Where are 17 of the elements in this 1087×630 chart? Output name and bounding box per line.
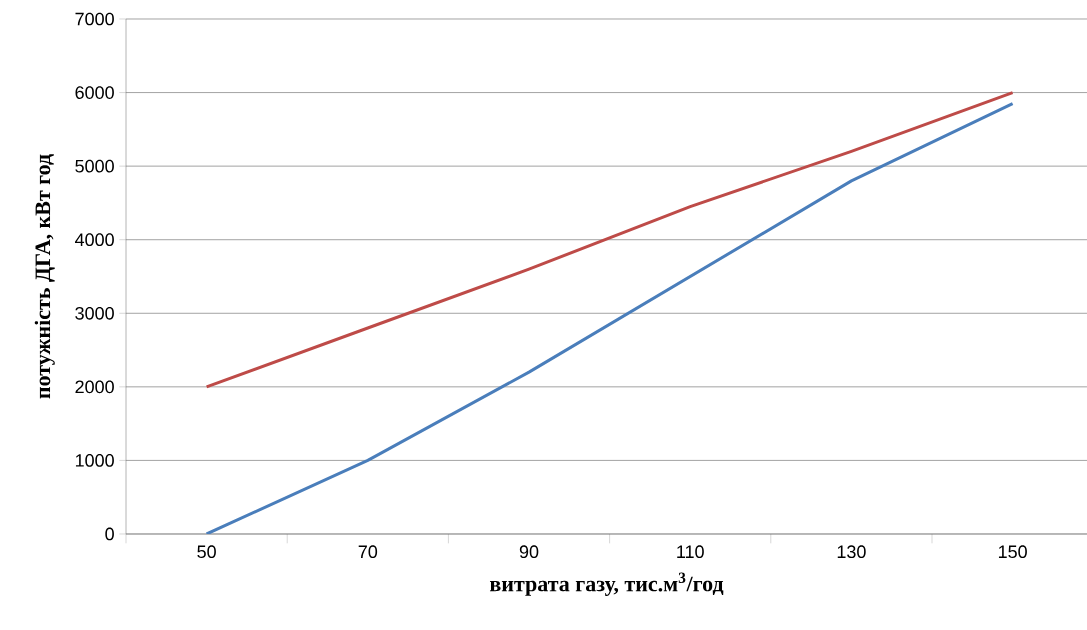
x-tick-label: 130 [837,545,866,559]
x-tick-label: 150 [998,545,1027,559]
y-tick-label: 0 [105,527,114,541]
x-tick-label: 90 [519,545,539,559]
y-tick-label: 4000 [75,233,114,247]
x-tick-label: 70 [358,545,378,559]
x-tick-label: 50 [197,545,216,559]
y-tick-label: 5000 [75,159,114,173]
y-tick-label: 3000 [75,306,114,320]
y-axis-title: потужність ДГА, кВт год [34,154,55,399]
y-tick-label: 2000 [75,380,114,394]
y-tick-label: 1000 [75,454,114,467]
line-series [205,91,1015,389]
y-tick-label: 6000 [75,86,114,99]
y-tick-label: 7000 [75,12,114,26]
x-tick-label: 110 [677,545,704,559]
x-axis-title: витрата газу, тис.м$^{3}$/год [489,572,724,596]
